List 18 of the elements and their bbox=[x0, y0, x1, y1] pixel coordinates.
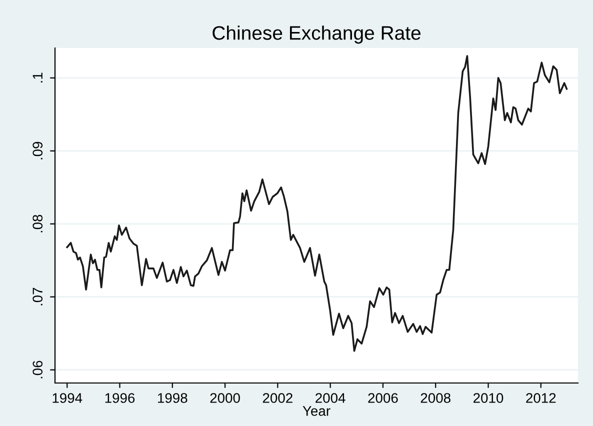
x-tick-label: 2006 bbox=[368, 393, 398, 403]
y-tick-label: .07 bbox=[32, 288, 43, 306]
x-tick-label: 1996 bbox=[105, 393, 135, 403]
x-tick-label: 2008 bbox=[420, 393, 450, 403]
x-tick-label: 2012 bbox=[526, 393, 556, 403]
y-tick-label: .08 bbox=[32, 214, 43, 232]
x-tick-label: 1998 bbox=[158, 393, 188, 403]
x-axis-title: Year bbox=[302, 406, 330, 416]
y-tick-label: .1 bbox=[32, 72, 42, 82]
x-tick-label: 2004 bbox=[316, 393, 346, 403]
x-tick-label: 2010 bbox=[473, 393, 504, 403]
chart-title: Chinese Exchange Rate bbox=[212, 26, 420, 44]
x-tick-label: 2002 bbox=[262, 393, 292, 403]
x-tick-label: 2000 bbox=[210, 393, 240, 403]
y-tick-label: .09 bbox=[32, 142, 43, 160]
line-series bbox=[66, 55, 568, 352]
y-tick-label: .06 bbox=[32, 360, 43, 378]
x-tick-label: 1994 bbox=[52, 393, 82, 403]
